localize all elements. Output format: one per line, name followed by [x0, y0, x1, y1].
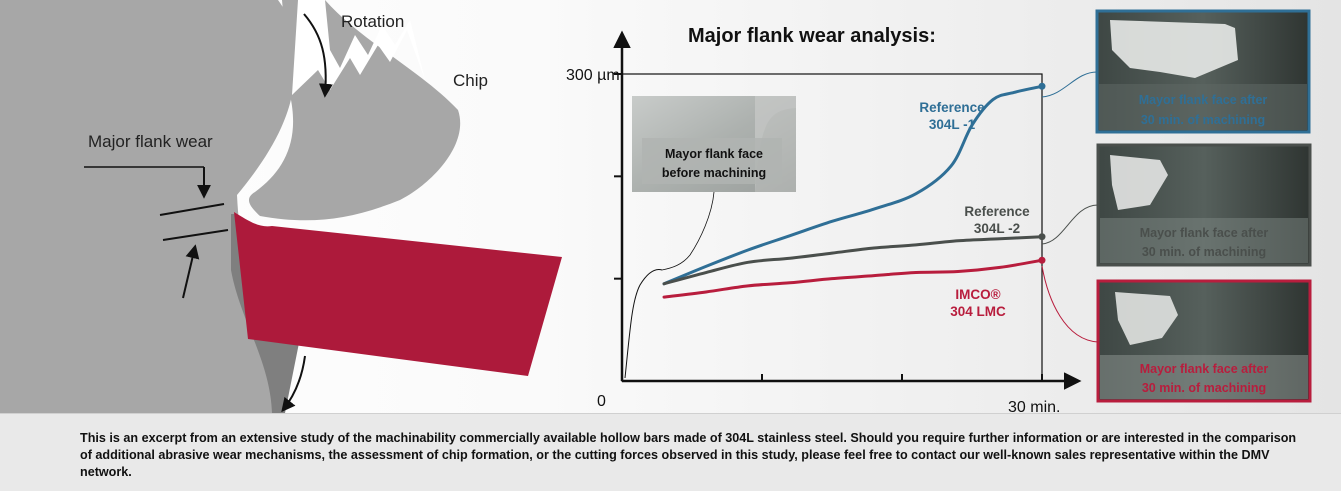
dimension-line-2 [162, 229, 229, 241]
origin-label: 0 [597, 393, 606, 410]
series-line-imco-304-lmc [662, 258, 1044, 299]
photo-after-gray: Mayor flank face after 30 min. of machin… [1096, 143, 1312, 267]
dimension-arrow-bottom [182, 244, 200, 299]
x-end-label: 30 min. [1008, 399, 1060, 413]
series-label-ref2-line2: 304L -2 [974, 221, 1020, 236]
dimension-line-1 [159, 203, 225, 216]
axis-ticks [614, 73, 1043, 381]
footer-text: This is an excerpt from an extensive stu… [80, 431, 1297, 479]
photo-after-blue: Mayor flank face after 30 min. of machin… [1095, 9, 1311, 134]
bottom-rotation-arrow [281, 355, 306, 413]
connector-gray [1041, 204, 1099, 245]
photo-blue-label-line2: 30 min. of machining [1141, 113, 1265, 127]
run-in-curve [624, 269, 663, 379]
chip-label: Chip [453, 71, 488, 90]
figure-canvas: Rotation Chip Major flank wear Major fla… [0, 0, 1312, 413]
series-line-ref-304l-2 [662, 235, 1044, 286]
series-endpoint-ref-304l-2 [1038, 233, 1046, 241]
series-endpoint-imco-304-lmc [1038, 256, 1046, 264]
rotation-arrow [303, 13, 333, 98]
series-label-ref1-line1: Reference [919, 100, 985, 115]
series-label-ref2-line1: Reference [964, 204, 1030, 219]
chart-title: Major flank wear analysis: [688, 25, 936, 47]
y-tick-label-top: 300 µm [566, 67, 620, 84]
series-endpoint-ref-304l-1 [1038, 82, 1046, 90]
workpiece-shape [0, 0, 297, 413]
photo-blue-label-line1: Mayor flank face after [1139, 93, 1268, 107]
photo-gray-label-line2: 30 min. of machining [1142, 245, 1266, 259]
connector-red [1041, 265, 1099, 343]
photo-before-machining: Mayor flank face before machining [632, 96, 796, 271]
series-label-imco-line2: 304 LMC [950, 304, 1006, 319]
photo-gray-label-line1: Mayor flank face after [1140, 226, 1269, 240]
photo-red-label-line1: Mayor flank face after [1140, 362, 1269, 376]
footer: This is an excerpt from an extensive stu… [0, 413, 1341, 491]
photo-before-leader [661, 191, 715, 271]
plot-frame [621, 73, 1043, 382]
cutting-diagram: Rotation Chip Major flank wear [0, 0, 562, 413]
series-label-ref1-line2: 304L -1 [929, 117, 976, 132]
series-line-ref-304l-1 [662, 84, 1044, 286]
photo-before-label-line2: before machining [662, 166, 766, 180]
photo-after-red: Mayor flank face after 30 min. of machin… [1096, 279, 1312, 403]
series-label-imco-line1: IMCO® [955, 287, 1000, 302]
photo-red-label-line2: 30 min. of machining [1142, 381, 1266, 395]
series-layer [662, 82, 1046, 299]
rotation-label: Rotation [341, 12, 404, 31]
cutting-tool [234, 212, 562, 376]
photo-before-label-line1: Mayor flank face [665, 147, 763, 161]
wear-chart: Major flank wear analysis: 300 µm 0 30 m… [566, 25, 1082, 413]
connector-blue [1041, 71, 1098, 98]
major-flank-wear-label: Major flank wear [88, 132, 213, 151]
